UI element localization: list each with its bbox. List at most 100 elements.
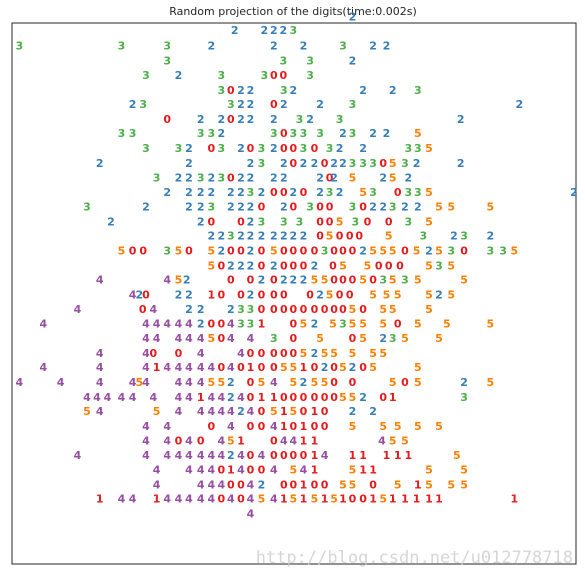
digit-point: 0 — [289, 157, 297, 170]
digit-point: 5 — [349, 420, 357, 433]
digit-point: 5 — [435, 420, 443, 433]
digit-point: 4 — [163, 435, 171, 448]
digit-point: 2 — [280, 98, 288, 111]
digit-point: 0 — [270, 347, 278, 360]
digit-point: 0 — [207, 420, 215, 433]
digit-point: 0 — [139, 245, 147, 258]
digit-point: 2 — [389, 84, 397, 97]
digit-point: 5 — [414, 361, 422, 374]
digit-point: 4 — [197, 376, 205, 389]
digit-point: 1 — [369, 464, 377, 477]
digit-point: 2 — [247, 216, 255, 229]
digit-point: 0 — [270, 274, 278, 287]
digit-point: 0 — [316, 230, 324, 243]
digit-point: 1 — [311, 449, 319, 462]
digit-point: 0 — [280, 259, 288, 272]
digit-point: 2 — [217, 230, 225, 243]
digit-point: 3 — [207, 201, 215, 214]
digit-point: 3 — [369, 186, 377, 199]
digit-point: 3 — [389, 332, 397, 345]
digit-point: 3 — [447, 245, 455, 258]
digit-point: 5 — [207, 332, 215, 345]
digit-point: 5 — [321, 274, 329, 287]
digit-point: 5 — [349, 317, 357, 330]
digit-point: 1 — [153, 361, 161, 374]
digit-point: 0 — [258, 420, 266, 433]
digit-point: 5 — [349, 347, 357, 360]
digit-point: 1 — [258, 391, 266, 404]
digit-point: 5 — [379, 245, 387, 258]
digit-point: 4 — [270, 464, 278, 477]
digit-point: 0 — [349, 493, 357, 506]
digit-point: 3 — [227, 98, 235, 111]
digit-point: 2 — [330, 172, 338, 185]
digit-point: 0 — [311, 142, 319, 155]
digit-point: 3 — [163, 40, 171, 53]
digit-point: 0 — [321, 405, 329, 418]
digit-point: 2 — [185, 142, 193, 155]
digit-point: 4 — [118, 391, 126, 404]
digit-point: 1 — [359, 464, 367, 477]
digit-point: 4 — [289, 435, 297, 448]
digit-point: 1 — [413, 493, 421, 506]
digit-point: 0 — [247, 142, 255, 155]
digit-point: 3 — [404, 186, 412, 199]
digit-point: 2 — [237, 172, 245, 185]
digit-point: 0 — [258, 288, 266, 301]
digit-point: 0 — [289, 420, 297, 433]
digit-point: 1 — [311, 405, 319, 418]
digit-point: 5 — [311, 376, 319, 389]
digit-point: 0 — [258, 347, 266, 360]
digit-point: 0 — [311, 303, 319, 316]
digit-point: 0 — [142, 288, 150, 301]
digit-point: 4 — [185, 493, 193, 506]
digit-point: 4 — [247, 493, 255, 506]
digit-point: 3 — [460, 391, 468, 404]
digit-point: 4 — [153, 332, 161, 345]
digit-point: 0 — [237, 361, 245, 374]
digit-point: 2 — [207, 40, 215, 53]
digit-point: 1 — [369, 493, 377, 506]
digit-point: 0 — [339, 245, 347, 258]
digit-point: 0 — [349, 376, 357, 389]
digit-point: 4 — [118, 493, 126, 506]
digit-point: 5 — [300, 317, 308, 330]
digit-point: 4 — [237, 391, 245, 404]
digit-point: 4 — [207, 493, 215, 506]
digit-point: 4 — [217, 449, 225, 462]
digit-point: 0 — [326, 172, 334, 185]
digit-point: 2 — [457, 157, 465, 170]
digit-point: 0 — [237, 288, 245, 301]
digit-point: 5 — [311, 493, 319, 506]
digit-point: 4 — [185, 464, 193, 477]
digit-point: 2 — [247, 230, 255, 243]
digit-point: 2 — [369, 201, 377, 214]
digit-point: 2 — [369, 405, 377, 418]
digit-point: 3 — [296, 216, 304, 229]
digit-point: 5 — [425, 464, 433, 477]
digit-point: 4 — [163, 449, 171, 462]
digit-point: 3 — [139, 98, 147, 111]
digit-point: 3 — [306, 54, 314, 67]
digit-point: 1 — [321, 493, 329, 506]
digit-point: 5 — [394, 288, 402, 301]
digit-point: 5 — [227, 435, 235, 448]
digit-point: 0 — [258, 405, 266, 418]
digit-point: 3 — [142, 142, 150, 155]
digit-point: 1 — [197, 391, 205, 404]
digit-point: 4 — [197, 347, 205, 360]
digit-point: 0 — [247, 420, 255, 433]
digit-point: 2 — [414, 201, 422, 214]
digit-point: 1 — [389, 493, 397, 506]
digit-point: 0 — [311, 391, 319, 404]
digit-point: 2 — [460, 376, 468, 389]
digit-point: 2 — [237, 142, 245, 155]
digit-point: 5 — [447, 288, 455, 301]
digit-point: 3 — [237, 303, 245, 316]
digit-point: 4 — [153, 464, 161, 477]
digit-point: 0 — [258, 303, 266, 316]
digit-point: 2 — [258, 274, 266, 287]
digit-point: 2 — [227, 186, 235, 199]
digit-point: 4 — [197, 405, 205, 418]
digit-point: 5 — [389, 274, 397, 287]
